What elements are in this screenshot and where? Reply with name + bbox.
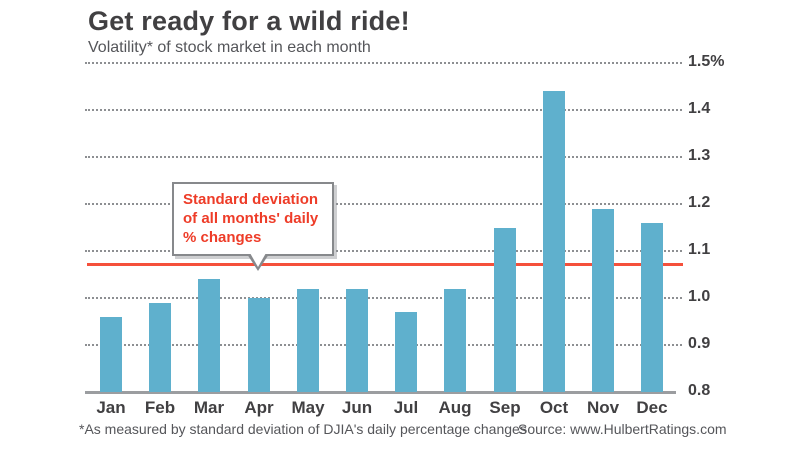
gridline bbox=[85, 109, 682, 111]
x-tick-label: Dec bbox=[636, 398, 668, 417]
y-tick-label: 1.5% bbox=[688, 53, 725, 70]
x-tick-label: Jul bbox=[393, 398, 419, 417]
x-tick-label: Sep bbox=[489, 398, 521, 417]
chart-subtitle: Volatility* of stock market in each mont… bbox=[88, 39, 371, 56]
x-tick-label: Aug bbox=[438, 398, 472, 417]
bar-jun bbox=[346, 289, 368, 392]
x-tick-label: Apr bbox=[244, 398, 274, 417]
x-tick-label: Nov bbox=[586, 398, 620, 417]
x-tick-label: May bbox=[291, 398, 325, 417]
bar-oct bbox=[543, 91, 565, 392]
y-tick-label: 1.4 bbox=[688, 100, 711, 117]
gridline bbox=[85, 62, 682, 64]
chart-title: Get ready for a wild ride! bbox=[88, 6, 410, 36]
y-tick-label: 1.2 bbox=[688, 194, 711, 211]
chart-source: Source: www.HulbertRatings.com bbox=[518, 421, 727, 437]
bar-sep bbox=[494, 228, 516, 392]
gridline bbox=[85, 344, 682, 346]
chart-footnote: *As measured by standard deviation of DJ… bbox=[79, 421, 527, 437]
x-tick-label: Mar bbox=[193, 398, 225, 417]
y-tick-label: 1.1 bbox=[688, 241, 711, 258]
x-axis-baseline bbox=[85, 391, 676, 394]
y-tick-label: 1.0 bbox=[688, 288, 711, 305]
annotation-text: of all months' daily bbox=[183, 210, 319, 227]
gridline bbox=[85, 250, 682, 252]
bar-feb bbox=[149, 303, 171, 392]
x-tick-label: Feb bbox=[144, 398, 176, 417]
y-tick-label: 1.3 bbox=[688, 147, 711, 164]
x-tick-label: Oct bbox=[539, 398, 569, 417]
bar-jul bbox=[395, 312, 417, 392]
annotation-text: % changes bbox=[183, 229, 262, 246]
bar-nov bbox=[592, 209, 614, 392]
bar-dec bbox=[641, 223, 663, 392]
bar-aug bbox=[444, 289, 466, 392]
gridline bbox=[85, 156, 682, 158]
gridline bbox=[85, 297, 682, 299]
reference-line bbox=[87, 263, 683, 266]
annotation-text: Standard deviation bbox=[183, 191, 319, 208]
y-tick-label: 0.8 bbox=[688, 382, 711, 399]
bar-jan bbox=[100, 317, 122, 392]
callout-pointer-icon bbox=[250, 253, 266, 267]
bar-apr bbox=[248, 298, 270, 392]
bar-mar bbox=[198, 279, 220, 392]
bar-may bbox=[297, 289, 319, 392]
annotation-callout: Standard deviation of all months' daily … bbox=[172, 182, 334, 271]
gridline bbox=[85, 203, 682, 205]
x-tick-label: Jun bbox=[341, 398, 373, 417]
y-tick-label: 0.9 bbox=[688, 335, 711, 352]
x-tick-label: Jan bbox=[96, 398, 126, 417]
